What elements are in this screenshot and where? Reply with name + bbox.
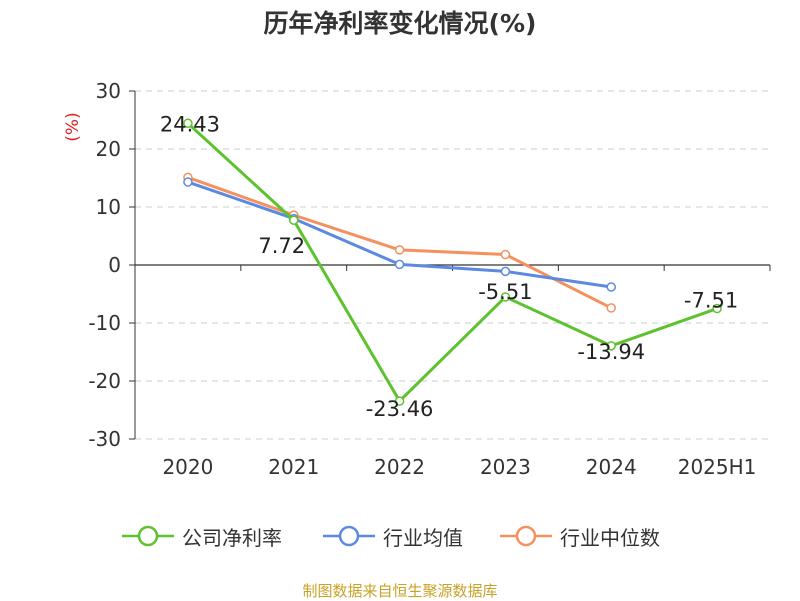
data-point xyxy=(606,282,616,292)
y-tick-label: 20 xyxy=(96,137,121,161)
data-point xyxy=(394,259,405,270)
series-line-1 xyxy=(187,180,612,289)
legend-marker-icon xyxy=(500,525,552,547)
data-point xyxy=(500,292,511,302)
x-tick-label: 2021 xyxy=(268,455,319,479)
data-label: 7.72 xyxy=(258,234,305,258)
data-point xyxy=(183,177,193,187)
data-source-note: 制图数据来自恒生聚源数据库 xyxy=(302,582,498,600)
data-label: -13.94 xyxy=(577,340,645,364)
data-label: -5.51 xyxy=(478,280,532,304)
series-line-2 xyxy=(187,176,612,310)
legend-marker-icon xyxy=(122,525,174,547)
data-point xyxy=(500,266,511,277)
y-tick-label: 10 xyxy=(96,195,121,219)
y-tick-label: -10 xyxy=(88,311,121,335)
legend-marker-icon xyxy=(323,525,375,547)
series-line-0 xyxy=(186,122,718,403)
data-point xyxy=(394,396,405,406)
data-point xyxy=(500,249,511,260)
data-label: -23.46 xyxy=(366,397,434,421)
legend-item[interactable]: 行业中位数 xyxy=(500,520,660,552)
y-tick-label: -30 xyxy=(88,427,121,451)
legend-item[interactable]: 公司净利率 xyxy=(122,520,282,552)
data-point xyxy=(183,118,193,129)
x-tick-label: 2025H1 xyxy=(678,455,757,479)
y-axis-label: (%) xyxy=(63,112,83,141)
x-tick-label: 2023 xyxy=(480,455,531,479)
y-tick-label: 30 xyxy=(96,79,121,103)
legend-label: 行业均值 xyxy=(383,525,463,550)
data-point xyxy=(712,303,722,314)
data-point xyxy=(606,303,616,313)
data-label: 24.43 xyxy=(160,112,220,136)
legend-label: 公司净利率 xyxy=(182,525,282,550)
y-tick-label: -20 xyxy=(88,369,121,393)
data-point xyxy=(289,215,299,225)
legend-item[interactable]: 行业均值 xyxy=(323,520,463,552)
data-label: -7.51 xyxy=(684,289,738,313)
chart-title: 历年净利率变化情况(%) xyxy=(263,9,537,38)
x-tick-label: 2022 xyxy=(374,455,425,479)
y-tick-label: 0 xyxy=(108,253,121,277)
data-point xyxy=(606,341,616,351)
x-tick-label: 2024 xyxy=(586,455,637,479)
data-point xyxy=(394,245,405,255)
x-tick-label: 2020 xyxy=(162,455,213,479)
legend-label: 行业中位数 xyxy=(560,525,660,550)
chart-legend: 公司净利率 行业均值 行业中位数 xyxy=(0,520,800,552)
